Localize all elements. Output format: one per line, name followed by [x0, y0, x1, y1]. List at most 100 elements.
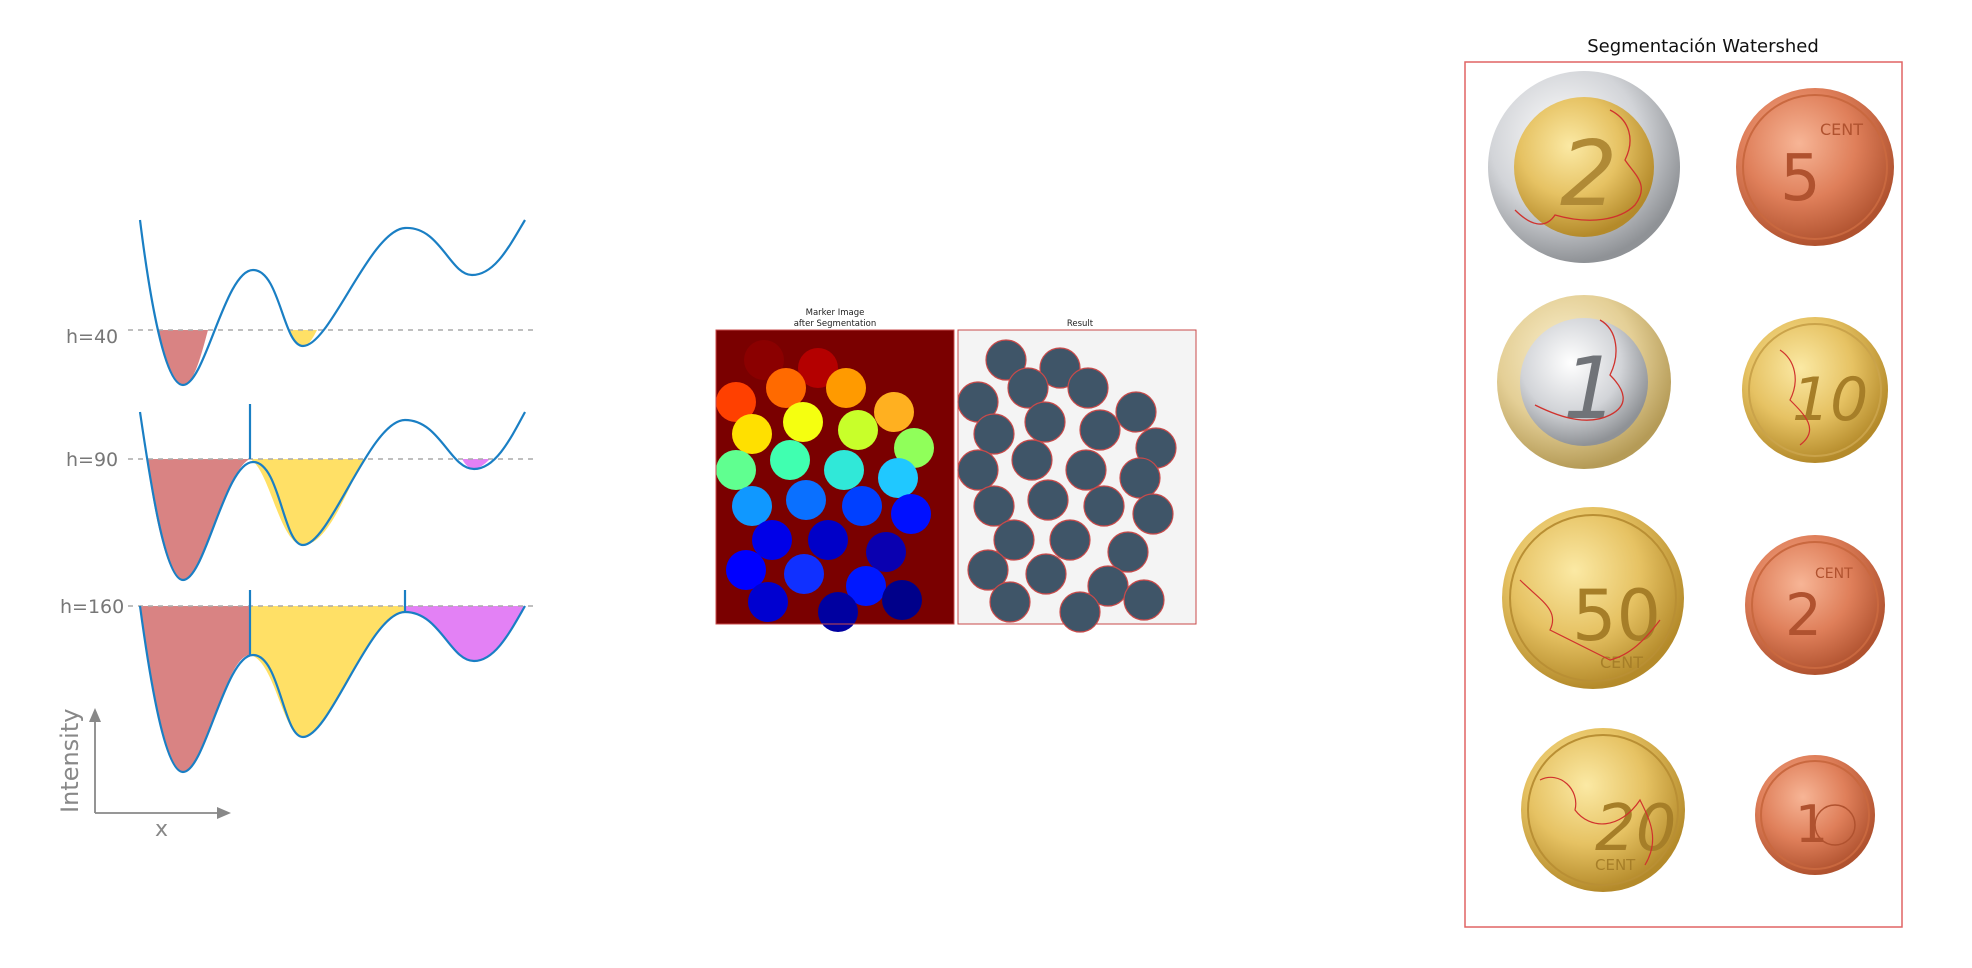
- marker-coin: [838, 410, 878, 450]
- result-coin: [989, 581, 1031, 623]
- watershed-coins-svg: Segmentación Watershed 2 5 CENT 1 10 50 …: [1464, 36, 1903, 928]
- marker-coin: [798, 348, 838, 388]
- intensity-curve-3: [138, 605, 526, 774]
- marker-coin: [878, 458, 918, 498]
- result-coin: [1024, 401, 1066, 443]
- basin-fill-1b: [288, 330, 317, 346]
- marker-coin: [752, 520, 792, 560]
- marker-coin: [846, 566, 886, 606]
- marker-title-line1: Marker Image: [806, 308, 865, 318]
- cent-1-coin-icon: 1: [1755, 755, 1875, 875]
- marker-coin: [894, 428, 934, 468]
- marker-result-figure: Marker Image after Segmentation Result: [700, 300, 1220, 640]
- result-coin: [967, 549, 1009, 591]
- cent-2-coin-icon: 2 CENT: [1745, 535, 1885, 675]
- euro-1-coin-icon: 1: [1497, 295, 1671, 469]
- x-axis-label: x: [155, 817, 168, 842]
- svg-text:10: 10: [1792, 365, 1868, 435]
- svg-text:5: 5: [1780, 142, 1821, 216]
- svg-text:CENT: CENT: [1595, 856, 1636, 874]
- result-coin: [973, 413, 1015, 455]
- result-coin: [1119, 457, 1161, 499]
- flood-row-1: h=40: [66, 219, 538, 387]
- marker-coin: [826, 368, 866, 408]
- result-coin: [1115, 391, 1157, 433]
- marker-image: [716, 330, 954, 632]
- coins-title: Segmentación Watershed: [1587, 36, 1819, 57]
- level-label-2: h=90: [66, 449, 118, 471]
- result-coin: [985, 339, 1027, 381]
- result-coin: [1065, 449, 1107, 491]
- flood-row-3: h=160: [60, 590, 538, 774]
- result-coin: [1049, 519, 1091, 561]
- watershed-coins-figure: Segmentación Watershed 2 5 CENT 1 10 50 …: [1460, 0, 1972, 964]
- marker-coin: [732, 414, 772, 454]
- cent-10-coin-icon: 10: [1742, 317, 1888, 463]
- marker-coin: [818, 592, 858, 632]
- basin-fill-3b: [250, 606, 405, 737]
- result-coin: [1025, 553, 1067, 595]
- marker-coin: [891, 494, 931, 534]
- result-coin: [973, 485, 1015, 527]
- intensity-curve-1: [138, 219, 526, 387]
- result-coin: [1067, 367, 1109, 409]
- svg-text:1: 1: [1795, 795, 1828, 855]
- marker-coin: [824, 450, 864, 490]
- marker-coin: [748, 582, 788, 622]
- svg-text:2: 2: [1785, 581, 1822, 649]
- marker-coin: [842, 486, 882, 526]
- marker-title-line2: after Segmentation: [794, 319, 877, 329]
- marker-coin: [882, 580, 922, 620]
- svg-text:CENT: CENT: [1815, 566, 1853, 582]
- x-axis-arrow-icon: [217, 807, 231, 819]
- result-coin: [1011, 439, 1053, 481]
- basin-fill-2a: [147, 459, 250, 580]
- svg-text:2: 2: [1560, 122, 1617, 227]
- result-coin: [1123, 579, 1165, 621]
- marker-coin: [766, 368, 806, 408]
- marker-coin: [716, 382, 756, 422]
- marker-coin: [744, 340, 784, 380]
- flooding-diagram: h=40 h=90 h=160 Intensity x: [0, 0, 560, 964]
- y-axis-arrow-icon: [89, 708, 101, 722]
- marker-coin: [874, 392, 914, 432]
- result-coins: [957, 339, 1177, 633]
- basin-fill-2b: [250, 459, 365, 545]
- result-image: [957, 329, 1197, 633]
- y-axis-label: Intensity: [56, 709, 84, 813]
- marker-coin: [783, 402, 823, 442]
- cent-5-coin-icon: 5 CENT: [1736, 88, 1894, 246]
- marker-result-svg: Marker Image after Segmentation Result: [715, 308, 1197, 633]
- marker-coin: [784, 554, 824, 594]
- result-coin: [1087, 565, 1129, 607]
- marker-coin: [770, 440, 810, 480]
- flooding-svg: h=40 h=90 h=160 Intensity x: [56, 219, 538, 842]
- cent-20-coin-icon: 20 CENT: [1521, 728, 1685, 892]
- svg-text:20: 20: [1595, 792, 1676, 866]
- result-coin: [1059, 591, 1101, 633]
- marker-coin: [726, 550, 766, 590]
- svg-text:1: 1: [1563, 339, 1618, 439]
- marker-coin: [786, 480, 826, 520]
- level-label-1: h=40: [66, 326, 118, 348]
- marker-coins: [716, 340, 934, 632]
- svg-text:50: 50: [1572, 575, 1661, 657]
- result-coin: [1083, 485, 1125, 527]
- basin-fill-2c: [462, 459, 490, 469]
- result-coin: [1107, 531, 1149, 573]
- cent-50-coin-icon: 50 CENT: [1502, 507, 1684, 689]
- result-title: Result: [1067, 319, 1094, 329]
- basin-fill-3a: [140, 606, 250, 772]
- result-coin: [1132, 493, 1174, 535]
- svg-text:CENT: CENT: [1820, 120, 1863, 139]
- marker-coin: [866, 532, 906, 572]
- euro-2-coin-icon: 2: [1488, 71, 1680, 263]
- intensity-curve-2: [138, 411, 526, 582]
- marker-coin: [716, 450, 756, 490]
- axes: Intensity x: [56, 708, 231, 842]
- marker-coin: [808, 520, 848, 560]
- marker-coin: [732, 486, 772, 526]
- flood-row-2: h=90: [66, 404, 538, 582]
- level-label-3: h=160: [60, 596, 124, 618]
- result-coin: [957, 449, 999, 491]
